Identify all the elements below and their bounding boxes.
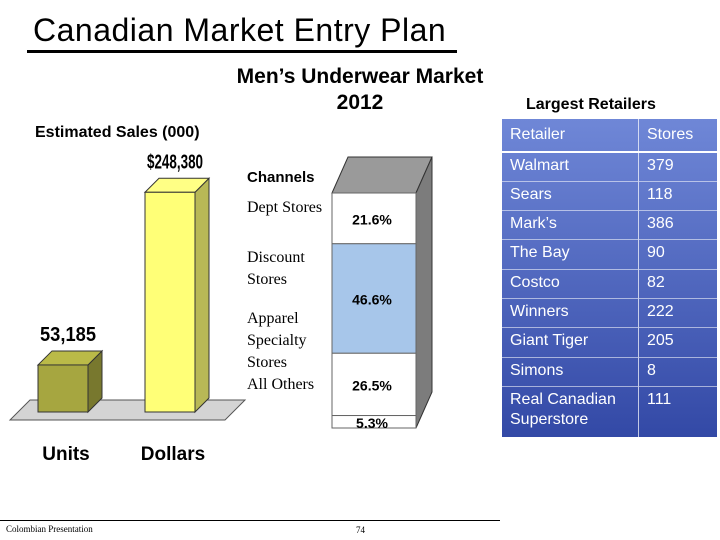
- sales-bars: 53,185 $248,380: [36, 151, 211, 414]
- stack-segment-discount-stores: [331, 243, 417, 354]
- stack-segment-apparel-specialty-stores: [331, 352, 417, 417]
- legend-all-others: All Others: [247, 376, 315, 393]
- category-label-units: Units: [42, 444, 90, 465]
- bar-value-label: $248,380: [147, 151, 203, 173]
- channels-stacked-column: 21.6% 46.6% 26.5% 5.3%: [331, 156, 433, 431]
- footer-text: Colombian Presentation: [6, 524, 93, 534]
- page-number: 74: [356, 525, 365, 535]
- table-header-row: Retailer Stores: [502, 119, 717, 153]
- category-label-dollars: Dollars: [141, 444, 205, 465]
- table-row: Real Canadian Superstore 111: [502, 385, 717, 437]
- chart-title-line2: 2012: [336, 91, 384, 114]
- store-count: 118: [638, 180, 717, 211]
- store-count: 386: [638, 210, 717, 240]
- stack-segment-label: 5.3%: [356, 415, 388, 431]
- retailer-name: Winners: [502, 298, 639, 328]
- table-row: Costco 82: [502, 268, 717, 299]
- store-count: 205: [638, 327, 717, 358]
- retailer-name: Sears: [502, 180, 639, 211]
- retailer-name: The Bay: [502, 239, 639, 270]
- chart-title-line1: Men’s Underwear Market: [236, 65, 484, 88]
- sales-axis-labels: Units Dollars: [42, 444, 205, 465]
- table-row: Simons 8: [502, 356, 717, 387]
- stack-top: [331, 156, 433, 194]
- charts-canvas: 21.6% 46.6% 26.5% 5.3% 53,185 $248,380 Units…: [8, 151, 433, 465]
- retailer-name: Real Canadian Superstore: [502, 385, 639, 437]
- table-row: The Bay 90: [502, 239, 717, 270]
- table-row: Walmart 379: [502, 151, 717, 182]
- slide-title: Canadian Market Entry Plan: [33, 12, 447, 48]
- store-count: 90: [638, 239, 717, 270]
- title-underline: [27, 50, 457, 53]
- header-stores: Stores: [638, 119, 717, 153]
- header-retailer: Retailer: [502, 119, 639, 153]
- retailer-name: Simons: [502, 356, 639, 387]
- store-count: 111: [638, 385, 717, 437]
- store-count: 379: [638, 151, 717, 182]
- bar-dollars: $248,380: [143, 151, 211, 414]
- largest-retailers-table: Retailer Stores Walmart 379 Sears 118 Mark…: [502, 119, 717, 437]
- largest-retailers-heading: Largest Retailers: [526, 96, 656, 113]
- stack-segment-label: 21.6%: [352, 211, 392, 227]
- stack-side: [415, 156, 433, 429]
- bar-side: [194, 177, 210, 414]
- retailer-name: Walmart: [502, 151, 639, 182]
- store-count: 82: [638, 268, 717, 299]
- table-row: Mark’s 386: [502, 210, 717, 240]
- stack-segment-label: 46.6%: [352, 292, 392, 308]
- stack-segment-dept-stores: [331, 192, 417, 245]
- bar-front: [144, 191, 196, 413]
- table-row: Sears 118: [502, 180, 717, 211]
- store-count: 8: [638, 356, 717, 387]
- estimated-sales-label: Estimated Sales (000): [35, 124, 200, 141]
- footer-rule: [0, 520, 500, 521]
- table-row: Giant Tiger 205: [502, 327, 717, 358]
- bar-value-label: 53,185: [40, 324, 96, 346]
- table-row: Winners 222: [502, 298, 717, 328]
- legend-apparel-specialty-stores: Apparel Specialty Stores: [247, 310, 307, 371]
- chart-title: Men’s Underwear Market 2012: [200, 64, 520, 116]
- bar-front: [37, 364, 89, 413]
- bar-units: 53,185: [36, 324, 104, 414]
- stack-segment-label: 26.5%: [352, 377, 392, 393]
- legend-discount-stores: Discount Stores: [247, 249, 305, 288]
- retailer-name: Mark’s: [502, 210, 639, 240]
- retailer-name: Costco: [502, 268, 639, 299]
- channels-label: Channels: [247, 169, 315, 186]
- stack-segment-all-others: [331, 415, 417, 429]
- retailer-name: Giant Tiger: [502, 327, 639, 358]
- store-count: 222: [638, 298, 717, 328]
- legend-dept-stores: Dept Stores: [247, 199, 323, 216]
